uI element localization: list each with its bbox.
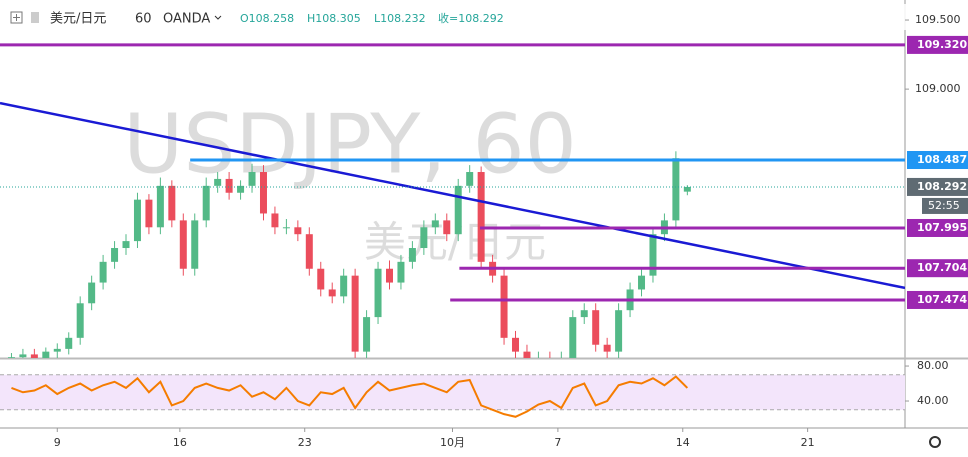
candle-body [259, 172, 267, 214]
rsi-line [11, 375, 689, 418]
x-tick-label: 7 [554, 436, 561, 449]
candle-body [76, 303, 84, 338]
expand-icon[interactable] [10, 11, 23, 24]
x-tick-label: 21 [801, 436, 815, 449]
candle-body [569, 317, 577, 358]
candle-body [317, 268, 325, 290]
candle-body [649, 234, 657, 276]
candle-body [615, 310, 623, 352]
candle-body [19, 354, 27, 358]
x-tick-label: 16 [173, 436, 187, 449]
open-label: O108.258 [240, 12, 294, 25]
candle-body [202, 185, 210, 221]
candle-body [466, 172, 474, 186]
level-label: 107.704 [917, 261, 967, 274]
interval[interactable]: 60 [135, 12, 152, 27]
level-label: 108.487 [917, 153, 967, 166]
settings-icon[interactable] [929, 436, 941, 448]
candle-body [145, 199, 153, 228]
level-label: 107.474 [917, 293, 967, 306]
trendline [0, 101, 905, 290]
x-tick-label: 14 [676, 436, 690, 449]
rsi-band [0, 374, 905, 410]
level-label-bg [907, 151, 968, 170]
candle-body [122, 241, 130, 249]
candle-body [156, 185, 164, 228]
high-label: H108.305 [307, 12, 361, 25]
countdown-bg [922, 197, 968, 214]
candle-body [580, 310, 588, 318]
candle-body [271, 213, 279, 228]
candle-body [443, 220, 451, 235]
level-label: 109.320 [917, 38, 967, 51]
last-price-label: 108.292 [917, 180, 967, 193]
y-tick-label: 80.00 [917, 359, 949, 372]
candle-body [191, 220, 199, 269]
candle-body [477, 172, 485, 262]
candle-body [214, 178, 222, 186]
header-bg [0, 4, 968, 30]
candle-body [683, 186, 691, 192]
candle-body [420, 227, 428, 249]
candle-body [454, 185, 462, 235]
y-tick-label: 109.500 [915, 13, 961, 26]
candle-body [225, 178, 233, 193]
level-label-bg [907, 259, 968, 278]
y-tick-label: 109.000 [915, 82, 961, 95]
candle-body [305, 234, 313, 269]
candle-body [351, 275, 359, 352]
candle-body [500, 275, 508, 338]
broker[interactable]: OANDA [163, 12, 210, 27]
candle-body [282, 227, 290, 229]
candle-body [363, 317, 371, 352]
x-tick-label: 10月 [440, 436, 465, 449]
level-label-bg [907, 218, 968, 237]
level-label: 107.995 [917, 221, 967, 234]
candle-body [99, 261, 107, 283]
candle-body [603, 344, 611, 352]
close-label: 收=108.292 [438, 11, 504, 25]
candle-body [133, 199, 141, 242]
x-tick-label: 9 [54, 436, 61, 449]
y-tick-label: 40.00 [917, 394, 949, 407]
candle-body [385, 268, 393, 283]
candle-body [408, 248, 416, 262]
candle-body [294, 227, 302, 235]
candle-body [431, 220, 439, 228]
candle-body [328, 289, 336, 297]
candle-body [237, 185, 245, 193]
candle-body [374, 268, 382, 318]
dropdown-icon[interactable] [214, 15, 222, 20]
plot [0, 101, 905, 358]
candle-body [65, 337, 73, 349]
candle-body [672, 158, 680, 221]
candle-body [42, 351, 50, 358]
candle-body [523, 351, 531, 358]
candle-body [111, 248, 119, 262]
level-label-bg [907, 35, 968, 54]
candle-body [340, 275, 348, 297]
candle-body [30, 354, 38, 358]
symbol[interactable]: 美元/日元 [50, 12, 106, 27]
settings-icon[interactable] [929, 436, 941, 448]
candle-body [512, 337, 520, 352]
candle-body [397, 261, 405, 283]
candle-body [248, 172, 256, 186]
candle-body [592, 310, 600, 345]
candle-body [168, 185, 176, 221]
low-label: L108.232 [374, 12, 426, 25]
candle-body [638, 275, 646, 290]
symbol-icon [31, 12, 39, 23]
candle-body [53, 348, 61, 352]
countdown: 52:55 [928, 199, 960, 212]
level-label-bg [907, 290, 968, 309]
x-tick-label: 23 [298, 436, 312, 449]
last-price-bg [907, 177, 968, 196]
candle-body [179, 220, 187, 269]
candle-body [7, 357, 15, 358]
watermark: USDJPY, 60 [123, 97, 577, 192]
candle-body [88, 282, 96, 304]
